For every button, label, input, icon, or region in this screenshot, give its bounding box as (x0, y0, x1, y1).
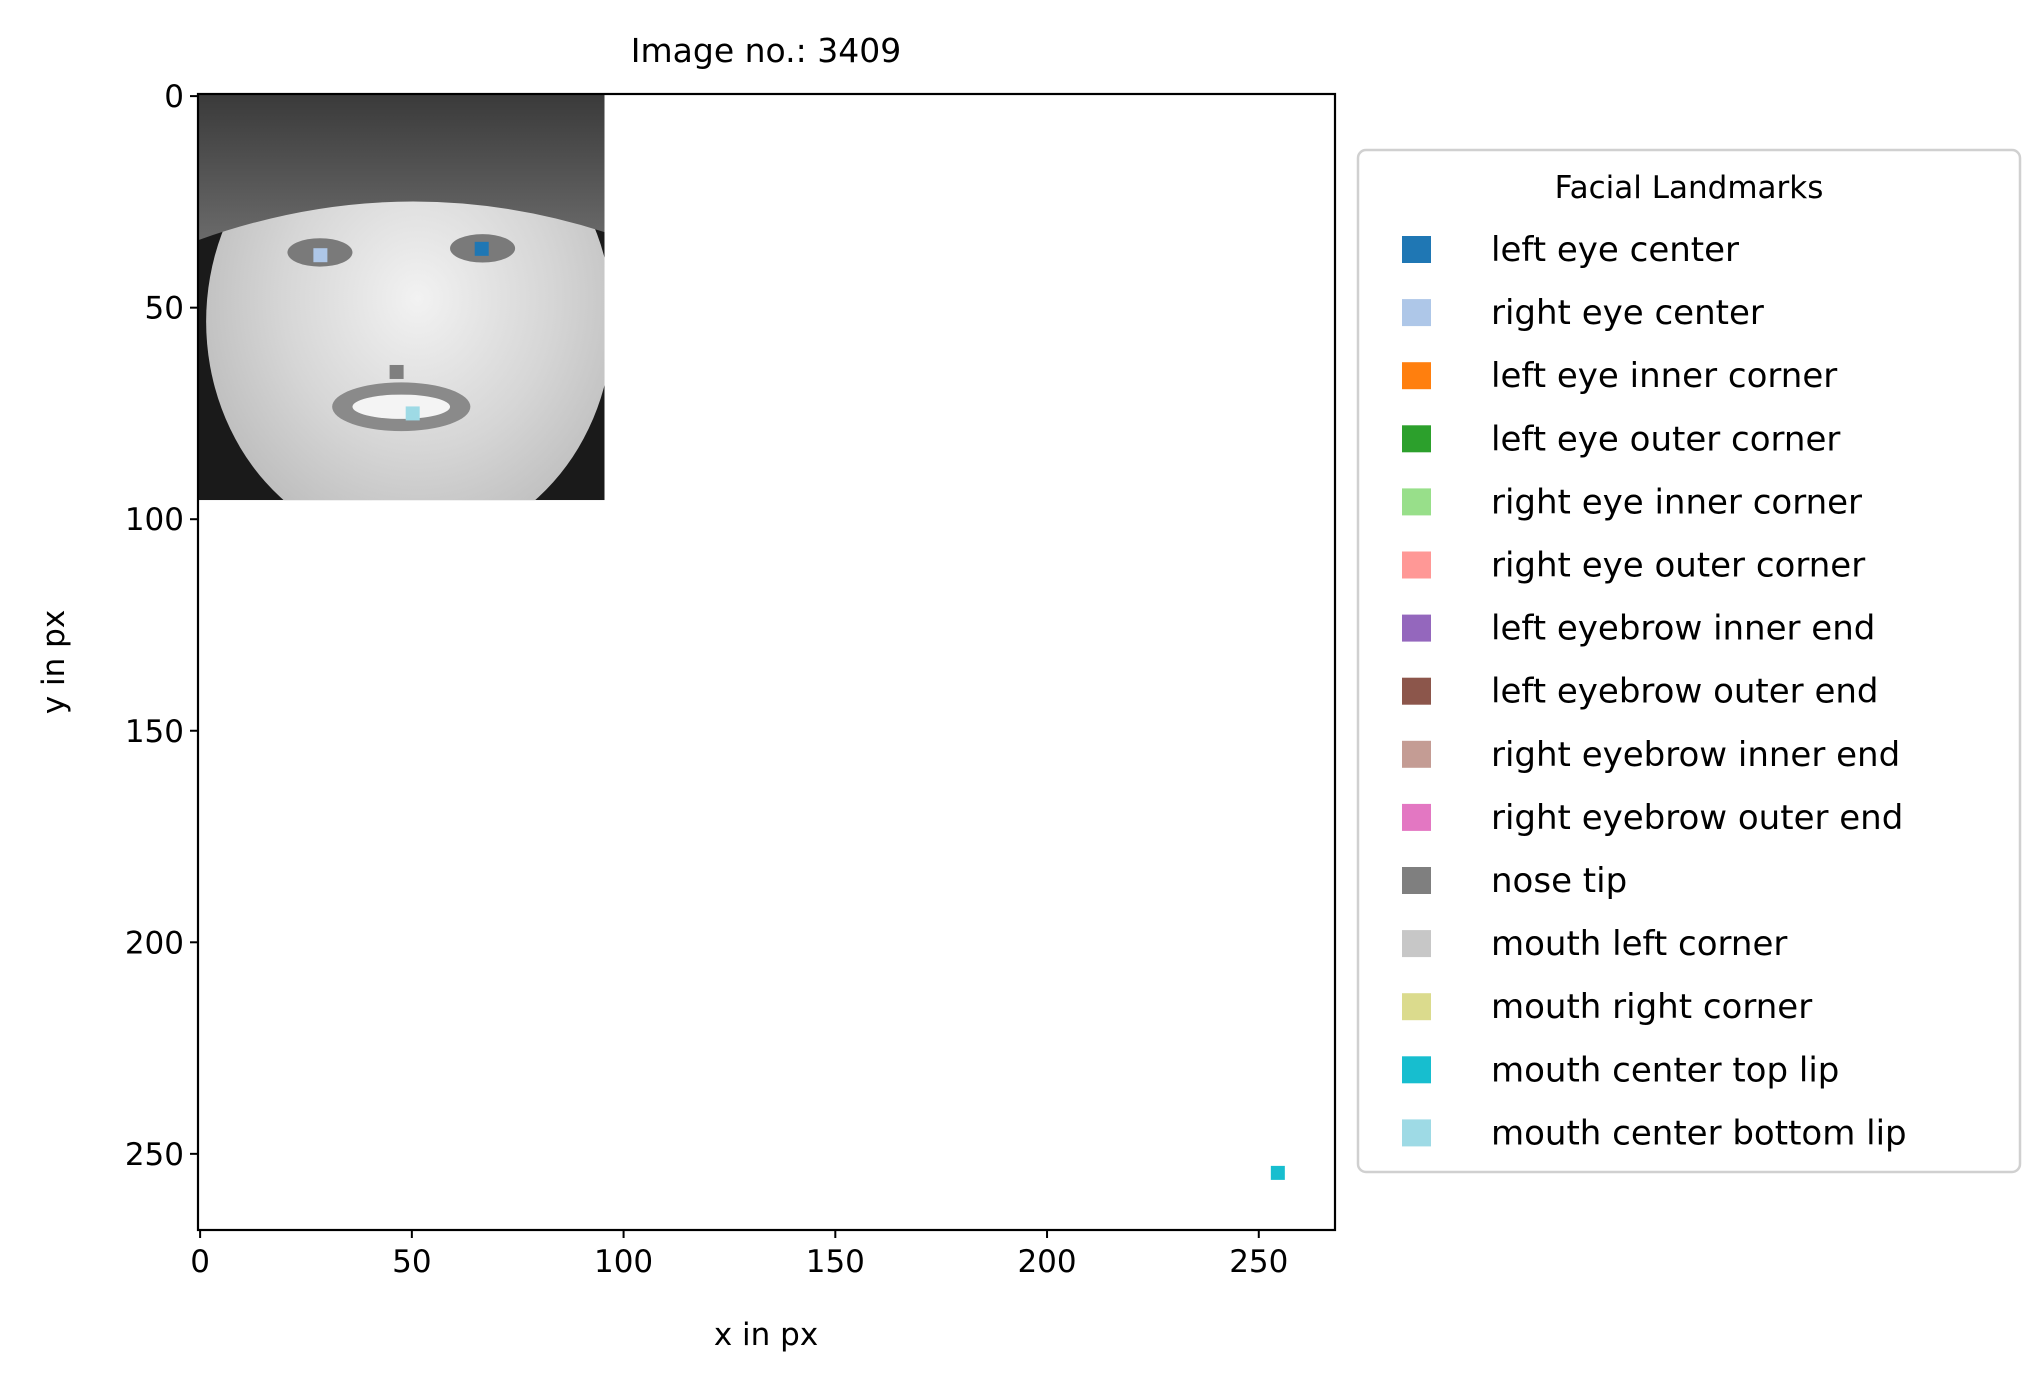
y-axis-label: y in px (36, 610, 72, 714)
legend-swatch (1402, 1119, 1431, 1147)
x-tick-label: 100 (594, 1244, 653, 1280)
point-right-eye-center (313, 248, 328, 263)
legend-swatch (1402, 488, 1431, 516)
point-mouth-center-bottom-lip (405, 406, 420, 421)
legend-swatch (1402, 867, 1431, 894)
y-tick-label: 200 (125, 925, 184, 961)
legend-swatch (1402, 803, 1431, 831)
point-nose-tip (389, 364, 404, 379)
legend-swatch (1402, 614, 1431, 642)
legend-entry-label: right eyebrow inner end (1491, 735, 1900, 775)
legend-swatch (1402, 677, 1431, 705)
legend-swatch (1402, 362, 1431, 390)
points-layer (313, 241, 1285, 1180)
legend-swatch (1402, 551, 1431, 579)
y-tick-label: 150 (125, 714, 184, 750)
legend-entry-label: left eye inner corner (1491, 356, 1837, 396)
legend-box (1356, 148, 2022, 1174)
y-tick-label: 100 (125, 502, 184, 538)
plot-area: 0 50 100 150 200 250 0 50 100 150 200 250 (125, 79, 1337, 1280)
legend-entry-label: nose tip (1491, 861, 1627, 901)
x-tick-label: 0 (190, 1244, 210, 1280)
legend-entry-label: right eye inner corner (1491, 482, 1862, 522)
legend-swatch (1402, 1056, 1431, 1084)
legend-entry-label: left eyebrow inner end (1491, 609, 1875, 649)
legend-swatch (1402, 930, 1431, 958)
x-axis-label: x in px (714, 1317, 818, 1353)
y-tick-label: 0 (164, 79, 184, 115)
x-tick-label: 200 (1017, 1244, 1076, 1280)
legend-entry-label: left eye center (1491, 230, 1739, 270)
y-tick-label: 50 (145, 291, 184, 327)
legend-swatch (1402, 425, 1431, 453)
face-image (198, 94, 605, 501)
legend-swatch (1402, 740, 1431, 768)
legend-entry-label: right eye outer corner (1491, 546, 1865, 586)
legend-entry-label: right eyebrow outer end (1491, 798, 1903, 838)
plot-frame (196, 92, 1337, 1232)
y-axis-ticks: 0 50 100 150 200 250 (125, 79, 198, 1173)
legend-title: Facial Landmarks (1555, 170, 1824, 206)
point-mouth-center-top-lip (1270, 1165, 1285, 1180)
legend-swatch (1402, 993, 1431, 1021)
legend-entry-label: right eye center (1491, 293, 1764, 333)
legend-entry-label: left eyebrow outer end (1491, 672, 1879, 712)
legend-entry-label: mouth center bottom lip (1491, 1113, 1907, 1153)
legend-entry-label: mouth center top lip (1491, 1050, 1839, 1090)
x-axis-ticks: 0 50 100 150 200 250 (190, 1230, 1288, 1280)
x-tick-label: 50 (392, 1244, 431, 1280)
x-tick-label: 150 (806, 1244, 865, 1280)
legend-entry-label: mouth left corner (1491, 924, 1787, 964)
chart-title: Image no.: 3409 (631, 31, 901, 70)
legend-entry-label: left eye outer corner (1491, 419, 1840, 459)
x-tick-label: 250 (1229, 1244, 1288, 1280)
legend-entry-label: mouth right corner (1491, 987, 1812, 1027)
legend: Facial Landmarks left eye center right ey… (1356, 148, 2022, 1174)
point-left-eye-center (474, 241, 489, 256)
legend-swatch (1402, 236, 1431, 263)
legend-swatch (1402, 299, 1431, 327)
y-tick-label: 250 (125, 1137, 184, 1173)
